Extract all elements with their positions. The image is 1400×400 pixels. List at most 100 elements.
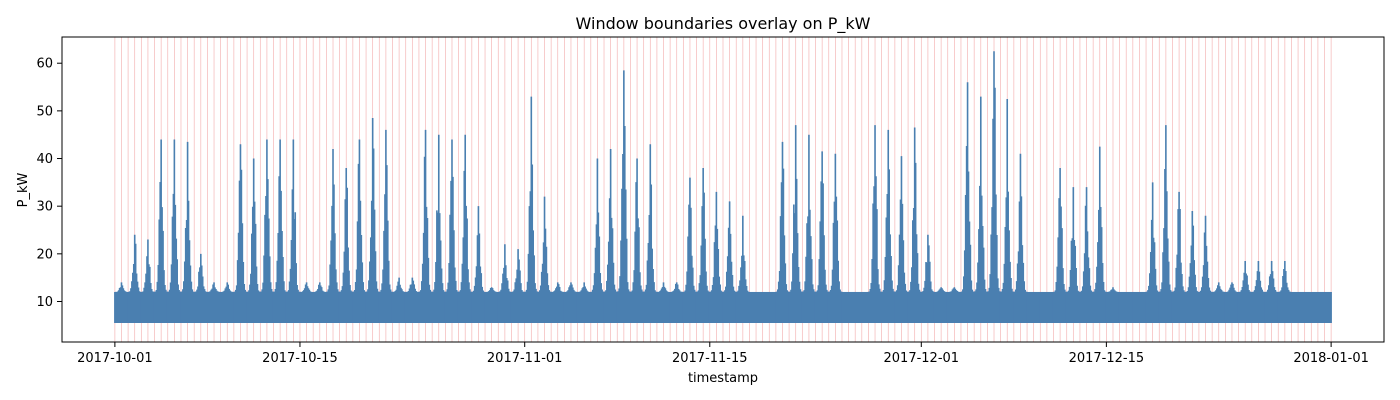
daily-peak-trace <box>1118 291 1134 323</box>
daily-peak-trace <box>801 134 817 323</box>
daily-peak-trace <box>510 249 526 323</box>
daily-peak-trace <box>642 144 658 323</box>
daily-peak-trace <box>1237 260 1253 323</box>
daily-peak-trace <box>854 291 870 323</box>
daily-peak-trace <box>153 139 169 323</box>
x-axis: 2017-10-01 2017-10-15 2017-11-01 2017-11-15… <box>77 342 1369 366</box>
daily-peak-trace <box>497 244 513 323</box>
daily-peak-trace <box>1277 260 1293 323</box>
daily-peak-trace <box>1079 187 1094 323</box>
daily-peak-trace <box>457 134 473 323</box>
x-tick-label: 2017-11-15 <box>672 351 748 366</box>
daily-peak-trace <box>722 201 738 323</box>
daily-peak-trace <box>352 139 367 323</box>
daily-peak-trace <box>880 129 896 323</box>
daily-peak-trace <box>1052 168 1068 323</box>
daily-peak-trace <box>999 98 1015 323</box>
daily-peak-trace <box>1251 260 1266 323</box>
daily-peak-trace <box>986 51 1002 323</box>
daily-peak-trace <box>1132 291 1147 323</box>
plot-frame <box>61 36 1385 343</box>
x-tick-label: 2017-12-15 <box>1069 351 1145 366</box>
daily-peak-trace <box>1198 215 1213 323</box>
x-tick-label: 2017-12-01 <box>884 351 960 366</box>
x-tick-label: 2017-11-01 <box>487 351 563 366</box>
x-tick-label: 2018-01-01 <box>1293 351 1369 366</box>
daily-peak-trace <box>1092 146 1108 323</box>
daily-peak-trace <box>206 282 222 323</box>
daily-peak-trace <box>946 287 962 323</box>
daily-peak-trace <box>272 139 288 323</box>
daily-peak-trace <box>1145 182 1161 323</box>
daily-peak-trace <box>114 282 129 323</box>
daily-peak-trace <box>1184 210 1200 323</box>
daily-peak-trace <box>695 168 711 323</box>
daily-peak-trace <box>827 153 843 323</box>
daily-peak-trace <box>325 148 341 323</box>
daily-peak-trace <box>1211 282 1227 323</box>
daily-peak-trace <box>285 139 301 323</box>
daily-peak-trace <box>841 291 856 323</box>
daily-peak-trace <box>550 282 566 323</box>
y-tick-label: 60 <box>36 57 53 72</box>
daily-peak-trace <box>404 277 420 323</box>
daily-peak-trace <box>1039 291 1055 323</box>
daily-peak-trace <box>629 158 645 323</box>
daily-peak-trace <box>338 168 354 323</box>
daily-peak-trace <box>299 282 314 323</box>
daily-peak-trace <box>391 277 407 323</box>
daily-peak-trace <box>219 282 235 323</box>
daily-peak-trace <box>166 139 182 323</box>
daily-peak-trace <box>1171 191 1187 323</box>
x-tick-label: 2017-10-01 <box>77 351 153 366</box>
daily-peak-trace <box>180 141 195 323</box>
series-p-kw <box>114 51 1332 323</box>
daily-peak-trace <box>616 70 632 323</box>
daily-peak-trace <box>233 144 248 323</box>
daily-peak-trace <box>788 125 804 323</box>
daily-peak-trace <box>933 287 949 323</box>
daily-peak-trace <box>523 96 539 323</box>
y-tick-label: 30 <box>36 200 53 215</box>
y-axis-label: P_kW <box>16 172 31 207</box>
daily-peak-trace <box>669 282 685 323</box>
daily-peak-trace <box>1290 291 1306 323</box>
daily-peak-trace <box>708 191 724 323</box>
y-axis: 10 20 30 40 50 60 <box>36 57 62 310</box>
daily-peak-trace <box>576 282 592 323</box>
y-tick-label: 20 <box>36 247 53 262</box>
daily-peak-trace <box>365 118 381 323</box>
y-tick-label: 50 <box>36 104 53 119</box>
daily-peak-trace <box>1317 291 1332 323</box>
daily-peak-trace <box>775 141 790 323</box>
daily-peak-trace <box>140 239 156 323</box>
y-tick-label: 10 <box>36 295 53 310</box>
daily-peak-trace <box>1264 260 1280 323</box>
daily-peak-trace <box>537 196 552 323</box>
daily-peak-trace <box>920 234 936 323</box>
daily-peak-trace <box>894 156 909 323</box>
daily-peak-trace <box>907 127 923 323</box>
daily-peak-trace <box>563 282 579 323</box>
daily-peak-trace <box>603 148 619 323</box>
daily-peak-trace <box>590 158 605 323</box>
daily-peak-trace <box>259 139 275 323</box>
daily-peak-trace <box>378 129 394 323</box>
daily-peak-trace <box>1065 187 1081 323</box>
daily-peak-trace <box>444 139 460 323</box>
daily-peak-trace <box>471 206 486 323</box>
daily-peak-trace <box>814 151 830 323</box>
daily-peak-trace <box>867 125 883 323</box>
daily-peak-trace <box>1105 287 1121 323</box>
daily-peak-trace <box>431 134 447 323</box>
daily-peak-trace <box>973 96 989 323</box>
x-axis-label: timestamp <box>688 371 758 386</box>
daily-peak-trace <box>246 158 262 323</box>
x-tick-label: 2017-10-15 <box>262 351 338 366</box>
y-tick-label: 40 <box>36 152 53 167</box>
daily-peak-trace <box>312 282 328 323</box>
daily-peak-trace <box>656 282 671 323</box>
